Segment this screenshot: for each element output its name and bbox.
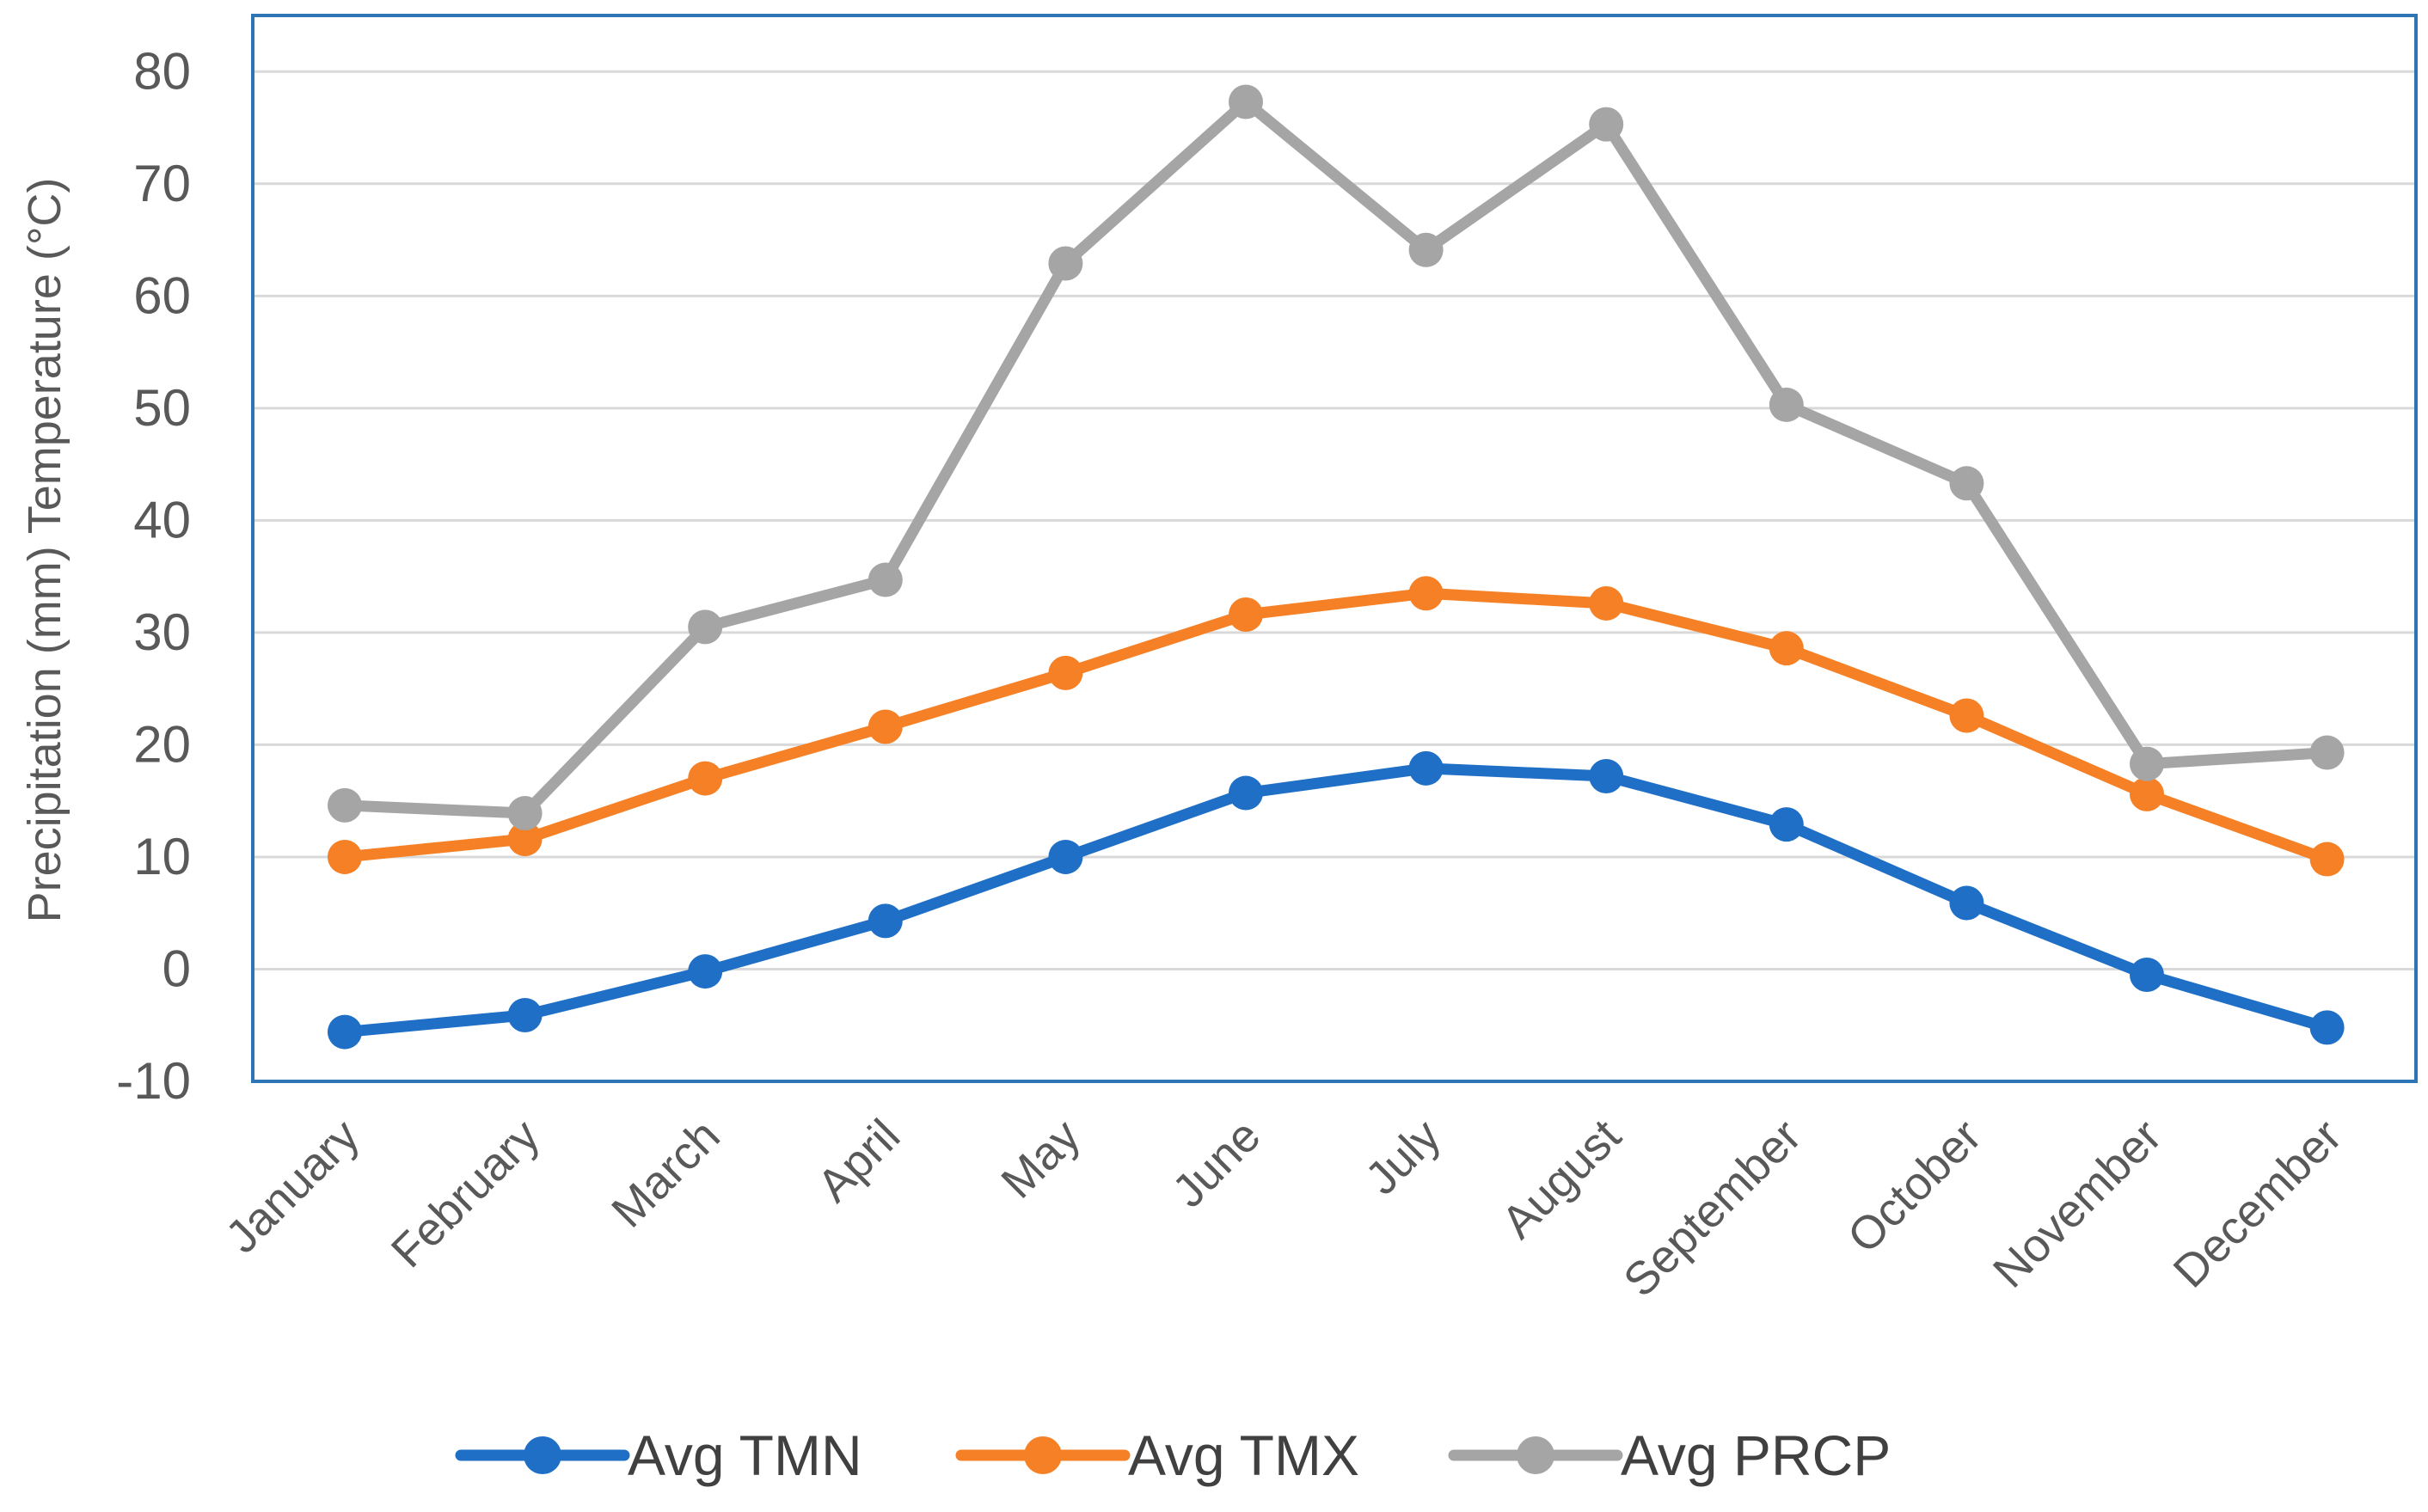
series-layer	[328, 84, 2345, 1050]
plot-area-frame	[251, 14, 2418, 1083]
x-tick-label: April	[807, 1110, 910, 1212]
legend-swatch-marker	[524, 1436, 561, 1474]
data-point	[328, 787, 362, 823]
data-point	[1589, 585, 1624, 621]
legend-label: Avg TMN	[628, 1423, 862, 1487]
data-point	[868, 562, 903, 597]
data-point	[1589, 107, 1624, 142]
data-point	[1769, 631, 1804, 666]
data-point	[1769, 807, 1804, 842]
x-tick-label: February	[382, 1110, 549, 1277]
series-avg-tmx	[328, 576, 2345, 877]
data-point	[1408, 750, 1444, 786]
data-point	[507, 796, 543, 831]
data-point	[2309, 842, 2345, 877]
legend-item: Avg TMX	[955, 1423, 1359, 1487]
data-point	[1229, 597, 1263, 633]
x-tick-label: May	[991, 1110, 1090, 1209]
data-point	[1949, 466, 1984, 501]
y-tick-label: 50	[133, 379, 191, 437]
y-tick-label: -10	[116, 1052, 191, 1110]
data-point	[328, 1014, 362, 1050]
x-tick-label: January	[216, 1110, 369, 1263]
y-tick-label: 60	[133, 266, 191, 324]
data-point	[868, 903, 903, 939]
legend-swatch-marker	[1517, 1436, 1554, 1474]
legend-label: Avg PRCP	[1621, 1423, 1891, 1487]
series-line	[339, 587, 2333, 866]
data-point	[1949, 885, 1984, 921]
data-point	[868, 709, 903, 744]
x-tick-label: November	[1983, 1110, 2172, 1298]
data-point	[1408, 232, 1444, 267]
y-tick-label: 10	[133, 828, 191, 885]
data-point	[1229, 775, 1263, 811]
y-tick-label: 80	[133, 42, 191, 100]
x-tick-label: August	[1492, 1110, 1630, 1248]
data-point	[2309, 735, 2345, 770]
x-tick-label: June	[1162, 1110, 1270, 1217]
gridlines	[253, 70, 2416, 970]
x-tick-label: September	[1614, 1110, 1811, 1307]
data-point	[328, 839, 362, 874]
legend-item: Avg PRCP	[1448, 1423, 1891, 1487]
y-axis-ticks: -10 0 10 20 30 40 50 60 70 80	[116, 42, 191, 1110]
legend-label: Avg TMX	[1128, 1423, 1359, 1487]
series-avg-prcp	[328, 84, 2345, 831]
data-point	[688, 761, 723, 796]
data-point	[1589, 758, 1624, 793]
x-tick-label: December	[2164, 1110, 2352, 1298]
data-point	[1769, 387, 1804, 422]
legend: Avg TMN Avg TMX Avg PRCP	[455, 1423, 1891, 1487]
x-axis-ticks: January February March April May June July Augu…	[216, 1110, 2351, 1307]
data-point	[1408, 576, 1444, 611]
series-line	[339, 96, 2333, 819]
data-point	[2309, 1010, 2345, 1045]
data-point	[688, 609, 723, 645]
x-tick-label: July	[1356, 1110, 1450, 1204]
data-point	[507, 997, 543, 1032]
data-point	[1949, 698, 1984, 733]
y-axis-title: Precipitation (mm) Temperature (°C)	[19, 178, 71, 923]
y-tick-label: 0	[162, 940, 191, 997]
x-tick-label: October	[1838, 1110, 1991, 1263]
series-line	[339, 762, 2333, 1038]
data-point	[1048, 246, 1083, 281]
legend-item: Avg TMN	[455, 1423, 862, 1487]
data-point	[507, 822, 543, 857]
data-point	[1048, 839, 1083, 874]
data-point	[2130, 958, 2164, 992]
y-tick-label: 40	[133, 491, 191, 548]
data-point	[1229, 84, 1263, 119]
x-tick-label: March	[602, 1110, 730, 1238]
data-point	[688, 954, 723, 989]
data-point	[2130, 776, 2164, 811]
y-tick-label: 20	[133, 715, 191, 773]
y-tick-label: 70	[133, 155, 191, 212]
data-point	[1048, 655, 1083, 690]
series-avg-tmn	[328, 750, 2345, 1050]
y-tick-label: 30	[133, 603, 191, 661]
legend-swatch-marker	[1024, 1436, 1062, 1474]
data-point	[2130, 746, 2164, 781]
